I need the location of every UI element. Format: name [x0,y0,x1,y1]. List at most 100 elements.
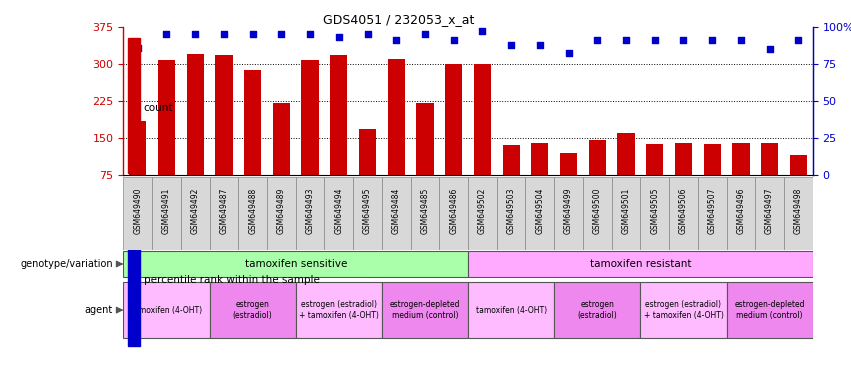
Text: GSM649495: GSM649495 [363,188,372,234]
Bar [410,177,439,250]
Text: count: count [144,103,174,113]
Point [217,31,231,37]
Bar [128,38,140,173]
Bar [439,177,468,250]
Bar [554,177,583,250]
Point [131,45,145,51]
Text: tamoxifen (4-OHT): tamoxifen (4-OHT) [476,306,546,314]
Bar [324,177,353,250]
Bar [123,282,209,338]
Bar [675,143,692,175]
Text: percentile rank within the sample: percentile rank within the sample [144,275,320,285]
Bar [761,143,778,175]
Bar [790,155,807,175]
Point [648,37,661,43]
Bar [238,177,267,250]
Text: GSM649497: GSM649497 [765,188,774,234]
Text: GSM649506: GSM649506 [679,188,688,234]
Point [705,37,719,43]
Text: GSM649487: GSM649487 [220,188,228,234]
Text: GSM649484: GSM649484 [391,188,401,234]
Point [160,31,174,37]
Bar [646,144,664,175]
Point [591,37,604,43]
Bar [387,60,405,175]
Text: GSM649490: GSM649490 [134,188,142,234]
Bar [497,177,526,250]
Point [418,31,431,37]
Point [791,37,805,43]
Bar [704,144,721,175]
Text: estrogen (estradiol)
+ tamoxifen (4-OHT): estrogen (estradiol) + tamoxifen (4-OHT) [299,300,379,320]
Text: GSM649486: GSM649486 [449,188,458,234]
Bar [525,177,554,250]
Bar [474,64,491,175]
Bar [209,177,238,250]
Point [275,31,288,37]
Bar [353,177,382,250]
Bar [617,133,635,175]
Point [505,41,518,48]
Title: GDS4051 / 232053_x_at: GDS4051 / 232053_x_at [323,13,475,26]
Bar [267,177,296,250]
Text: GSM649491: GSM649491 [162,188,171,234]
Bar [152,177,180,250]
Point [533,41,546,48]
Bar [468,251,813,277]
Bar [209,282,296,338]
Bar [244,70,261,175]
Bar [123,251,468,277]
Bar [755,177,784,250]
Bar [698,177,727,250]
Point [562,50,575,56]
Bar [583,177,612,250]
Bar [727,282,813,338]
Text: GSM649499: GSM649499 [564,188,573,234]
Text: GSM649496: GSM649496 [736,188,745,234]
Text: tamoxifen resistant: tamoxifen resistant [590,259,691,269]
Bar [589,140,606,175]
Bar [158,60,175,175]
Bar [186,54,204,175]
Bar [128,211,140,346]
Bar [502,145,520,175]
Text: GSM649494: GSM649494 [334,188,343,234]
Point [476,28,489,35]
Bar [468,177,497,250]
Text: estrogen
(estradiol): estrogen (estradiol) [233,300,272,320]
Point [447,37,460,43]
Text: GSM649501: GSM649501 [621,188,631,234]
Text: GSM649504: GSM649504 [535,188,545,234]
Bar [727,177,756,250]
Bar [301,60,318,175]
Text: tamoxifen sensitive: tamoxifen sensitive [244,259,347,269]
Text: GSM649493: GSM649493 [306,188,315,234]
Text: estrogen (estradiol)
+ tamoxifen (4-OHT): estrogen (estradiol) + tamoxifen (4-OHT) [643,300,723,320]
Text: GSM649492: GSM649492 [191,188,200,234]
Point [332,34,346,40]
Point [246,31,260,37]
Text: GSM649505: GSM649505 [650,188,660,234]
Text: estrogen-depleted
medium (control): estrogen-depleted medium (control) [390,300,460,320]
Bar [640,282,727,338]
Point [762,46,776,52]
Bar [669,177,698,250]
Bar [215,55,232,175]
Text: agent: agent [85,305,113,315]
Bar [180,177,209,250]
Text: GSM649503: GSM649503 [506,188,516,234]
Point [390,37,403,43]
Bar [612,177,641,250]
Text: genotype/variation: genotype/variation [20,259,113,269]
Text: GSM649507: GSM649507 [708,188,717,234]
Text: GSM649488: GSM649488 [248,188,257,234]
Text: GSM649502: GSM649502 [478,188,487,234]
Bar [359,129,376,175]
Bar [784,177,813,250]
Point [677,37,690,43]
Text: estrogen-depleted
medium (control): estrogen-depleted medium (control) [734,300,805,320]
Bar [416,103,433,175]
Point [303,31,317,37]
Bar [129,121,146,175]
Text: estrogen
(estradiol): estrogen (estradiol) [578,300,617,320]
